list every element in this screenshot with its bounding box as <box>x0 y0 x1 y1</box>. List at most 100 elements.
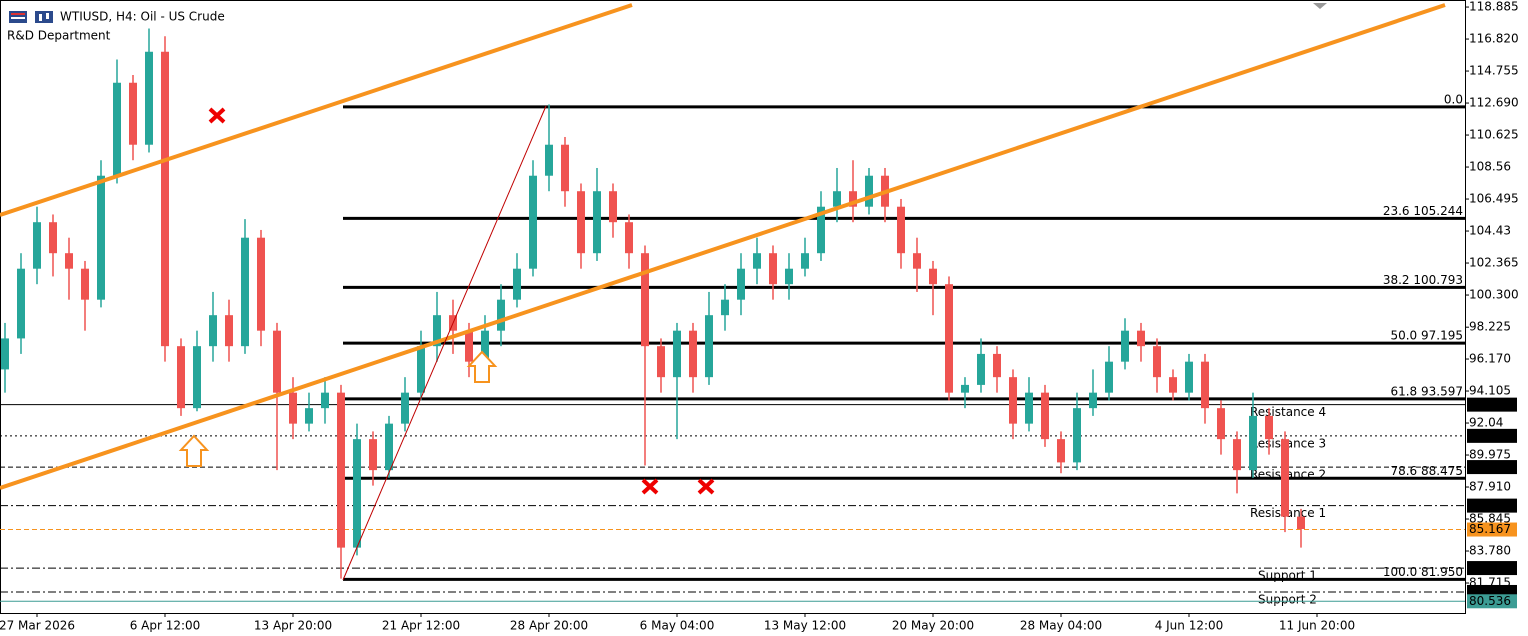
candle-body <box>241 237 249 347</box>
candle-body <box>161 51 169 347</box>
arrow-up <box>178 434 210 467</box>
candle-body <box>753 253 761 269</box>
candle-body <box>769 253 777 285</box>
x-tick-label: 13 May 12:00 <box>764 619 846 633</box>
fib-label: 0.0 <box>1444 92 1463 106</box>
candle-body <box>1 338 9 370</box>
candle-body <box>273 330 281 393</box>
price-tag-label: 85.167 <box>1469 522 1511 536</box>
candle-body <box>673 330 681 378</box>
candle-body <box>1217 408 1225 440</box>
candle-body <box>49 222 57 254</box>
candle-body <box>1025 392 1033 424</box>
y-tick-label: 83.780 <box>1469 544 1511 558</box>
price-tag <box>1467 397 1517 412</box>
cross-marks <box>208 107 715 495</box>
candle-body <box>737 268 745 300</box>
level-name: Support 1 <box>1258 569 1317 583</box>
plot-border <box>0 0 1466 614</box>
x-tick-label: 21 Apr 12:00 <box>382 619 460 633</box>
icon <box>35 11 53 23</box>
x-tick-label: 6 May 04:00 <box>640 619 715 633</box>
candle-body <box>1297 516 1305 530</box>
y-tick-label: 98.225 <box>1469 320 1511 334</box>
candle-body <box>1009 377 1017 424</box>
fib-label: 38.2 100.793 <box>1383 273 1463 287</box>
candle-body <box>625 222 633 254</box>
y-tick-label: 96.170 <box>1469 352 1511 366</box>
drawings <box>0 3 1446 581</box>
candle-body <box>209 315 217 347</box>
candle-body <box>177 346 185 409</box>
header: WTIUSD, H4: Oil - US Crude R&D Departmen… <box>7 10 225 43</box>
candle-body <box>545 144 553 176</box>
price-tag <box>1467 428 1517 443</box>
candle-body <box>145 51 153 145</box>
candle-body <box>977 353 985 385</box>
fib-diagonal <box>342 105 547 581</box>
candle-body <box>593 191 601 254</box>
candle-body <box>1265 415 1273 440</box>
candle-body <box>385 423 393 471</box>
fib-label: 61.8 93.597 <box>1390 384 1463 398</box>
x-tick-label: 11 Jun 20:00 <box>1279 619 1355 633</box>
price-tag <box>1467 522 1517 537</box>
candle-body <box>929 268 937 285</box>
candle-body <box>433 315 441 347</box>
x-tick-label: 27 Mar 2026 <box>0 619 75 633</box>
candle-body <box>353 439 361 548</box>
x-tick-label: 28 Apr 20:00 <box>510 619 588 633</box>
y-tick-label: 116.820 <box>1469 32 1519 46</box>
price-tag <box>1467 561 1517 576</box>
candle-body <box>657 346 665 378</box>
candle-body <box>289 392 297 424</box>
y-tick-label: 108.56 <box>1469 160 1511 174</box>
icon <box>46 13 49 19</box>
candle-body <box>337 392 345 548</box>
price-tag-label: 82.680 <box>1469 561 1511 575</box>
candle-body <box>577 191 585 254</box>
candle-body <box>1057 439 1065 463</box>
candle-body <box>993 353 1001 378</box>
candle-body <box>401 392 409 424</box>
y-tick-label: 114.755 <box>1469 64 1519 78</box>
candle-body <box>817 206 825 254</box>
trend-line <box>0 3 633 217</box>
candle-body <box>33 222 41 269</box>
x-tick-label: 6 Apr 12:00 <box>130 619 201 633</box>
candle-body <box>689 330 697 378</box>
candle-body <box>81 268 89 300</box>
candle-body <box>1041 392 1049 440</box>
candle-body <box>1089 392 1097 409</box>
candle-body <box>1233 439 1241 471</box>
arrow-up <box>466 350 498 383</box>
fib-label: 50.0 97.195 <box>1390 329 1463 343</box>
y-tick-label: 92.04 <box>1469 416 1503 430</box>
candle-body <box>369 439 377 471</box>
candle-body <box>417 346 425 393</box>
price-tag-label: 91.212 <box>1469 428 1511 442</box>
candle-body <box>481 330 489 362</box>
y-tick-label: 87.910 <box>1469 480 1511 494</box>
candle-body <box>849 191 857 207</box>
x-tick-label: 20 May 20:00 <box>892 619 974 633</box>
price-tag-label: 89.197 <box>1469 460 1511 474</box>
candle-body <box>609 191 617 223</box>
candle-body <box>129 82 137 145</box>
icon <box>11 13 25 15</box>
y-tick-label: 94.105 <box>1469 384 1511 398</box>
level-name: Resistance 4 <box>1250 405 1326 419</box>
candle-body <box>257 237 265 331</box>
symbol-title: WTIUSD, H4: Oil - US Crude <box>60 10 225 24</box>
candle-body <box>465 330 473 362</box>
y-tick-label: 89.975 <box>1469 448 1511 462</box>
candle-body <box>833 191 841 207</box>
scroll-marker <box>1313 3 1327 9</box>
y-tick-label: 112.690 <box>1469 96 1519 110</box>
candle-body <box>17 268 25 339</box>
price-tag-label: 93.227 <box>1469 397 1511 411</box>
candle-body <box>497 299 505 331</box>
candle-body <box>865 175 873 207</box>
cross <box>208 107 226 124</box>
